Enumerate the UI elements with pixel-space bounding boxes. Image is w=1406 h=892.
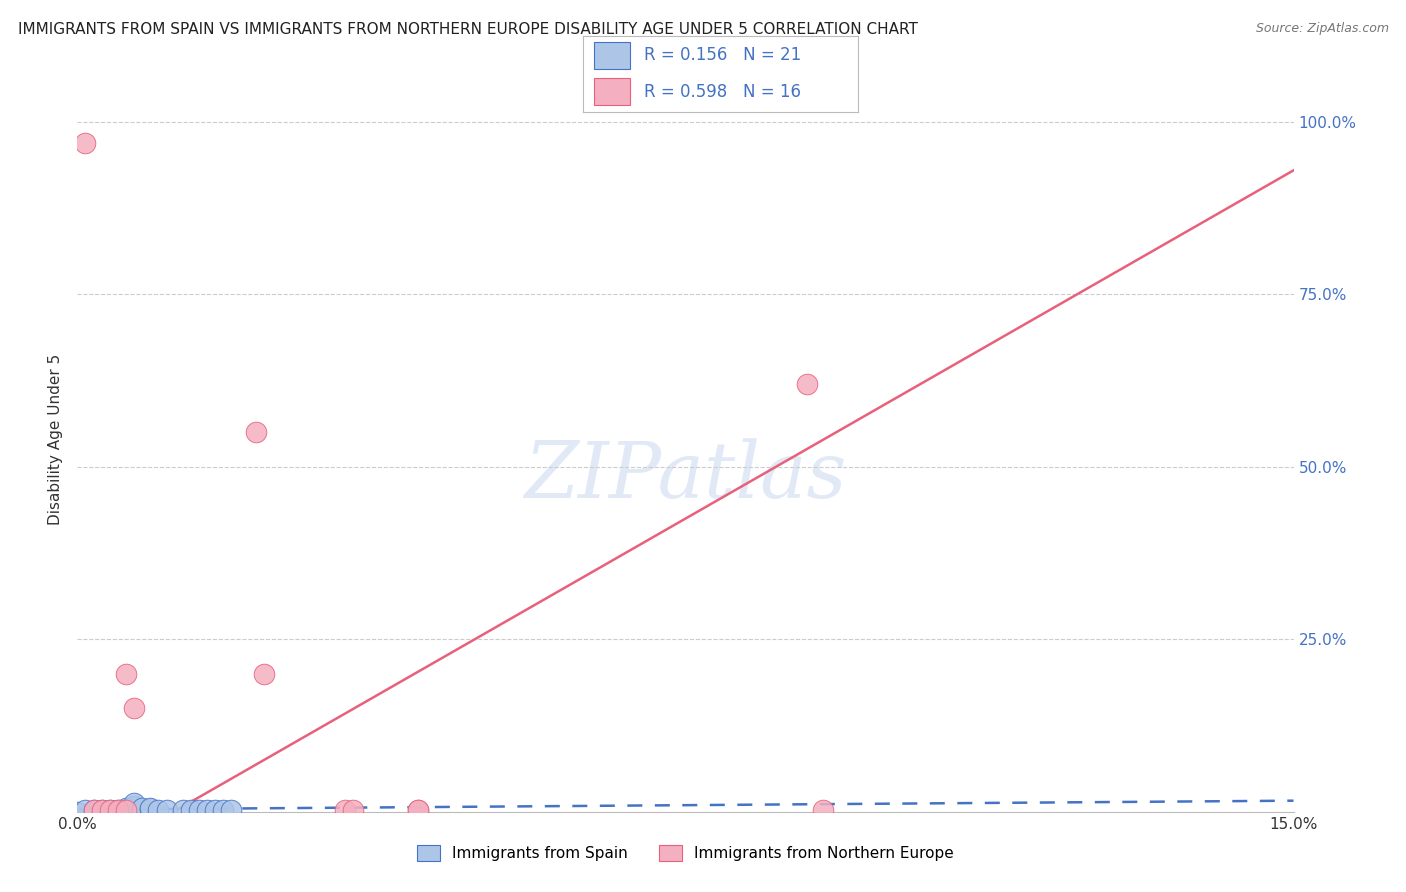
- Text: ZIPatlas: ZIPatlas: [524, 438, 846, 515]
- Point: [333, 803, 356, 817]
- Bar: [595, 42, 630, 69]
- Point: [83, 803, 105, 817]
- Point: [204, 803, 226, 817]
- Point: [148, 803, 170, 817]
- Legend: Immigrants from Spain, Immigrants from Northern Europe: Immigrants from Spain, Immigrants from N…: [411, 839, 960, 867]
- Point: [122, 799, 145, 814]
- Point: [139, 802, 162, 816]
- Point: [66, 805, 89, 819]
- Point: [180, 803, 202, 817]
- Point: [90, 803, 112, 817]
- Point: [221, 803, 243, 817]
- Point: [90, 803, 112, 817]
- Point: [83, 803, 105, 817]
- Point: [245, 425, 267, 440]
- Y-axis label: Disability Age Under 5: Disability Age Under 5: [48, 354, 63, 524]
- Point: [115, 803, 138, 817]
- Point: [122, 797, 145, 811]
- Point: [342, 803, 364, 817]
- Point: [107, 803, 129, 817]
- Point: [98, 803, 121, 817]
- Point: [253, 666, 276, 681]
- Point: [813, 803, 835, 817]
- Point: [75, 803, 97, 817]
- Point: [115, 666, 138, 681]
- Point: [139, 801, 162, 815]
- Point: [796, 377, 818, 392]
- Point: [75, 136, 97, 150]
- Point: [115, 801, 138, 815]
- Text: Source: ZipAtlas.com: Source: ZipAtlas.com: [1256, 22, 1389, 36]
- Point: [98, 803, 121, 817]
- Text: R = 0.598   N = 16: R = 0.598 N = 16: [644, 83, 801, 101]
- Point: [172, 803, 194, 817]
- Point: [107, 803, 129, 817]
- Text: R = 0.156   N = 21: R = 0.156 N = 21: [644, 46, 801, 64]
- Bar: [595, 78, 630, 105]
- Point: [195, 803, 218, 817]
- Point: [406, 803, 429, 817]
- Point: [406, 803, 429, 817]
- Point: [155, 803, 177, 817]
- Text: IMMIGRANTS FROM SPAIN VS IMMIGRANTS FROM NORTHERN EUROPE DISABILITY AGE UNDER 5 : IMMIGRANTS FROM SPAIN VS IMMIGRANTS FROM…: [18, 22, 918, 37]
- Point: [122, 701, 145, 715]
- Point: [188, 803, 211, 817]
- Point: [212, 803, 235, 817]
- Point: [131, 801, 153, 815]
